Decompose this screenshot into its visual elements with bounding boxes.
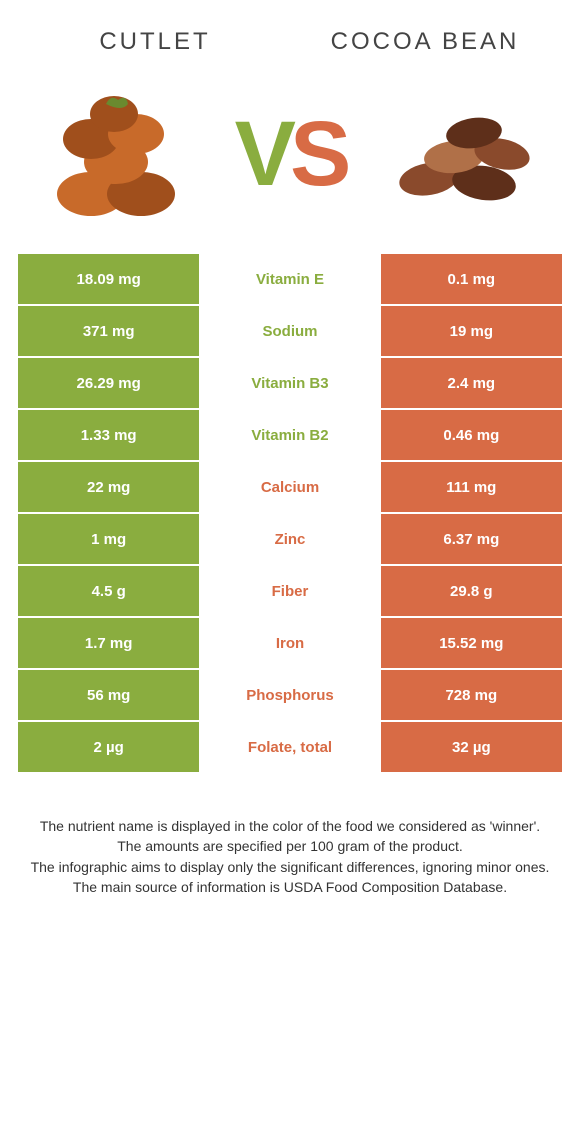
table-row: 1.33 mgVitamin B20.46 mg [18,410,562,460]
cell-right: 15.52 mg [381,618,562,668]
cell-right: 0.1 mg [381,254,562,304]
cell-label: Zinc [199,514,380,564]
table-row: 18.09 mgVitamin E0.1 mg [18,254,562,304]
cell-label: Vitamin E [199,254,380,304]
cutlet-icon [36,84,196,224]
cell-right: 2.4 mg [381,358,562,408]
cell-left: 22 mg [18,462,199,512]
cell-right: 32 µg [381,722,562,772]
cell-right: 19 mg [381,306,562,356]
cell-right: 29.8 g [381,566,562,616]
footer-line: The amounts are specified per 100 gram o… [28,836,552,856]
vs-v: V [235,102,290,207]
cell-left: 56 mg [18,670,199,720]
footer-line: The main source of information is USDA F… [28,877,552,897]
table-row: 1 mgZinc6.37 mg [18,514,562,564]
title-left: Cutlet [20,28,290,56]
cell-left: 4.5 g [18,566,199,616]
cell-left: 371 mg [18,306,199,356]
cell-label: Vitamin B3 [199,358,380,408]
cell-left: 26.29 mg [18,358,199,408]
footer-line: The nutrient name is displayed in the co… [28,816,552,836]
hero-row: VS [0,74,580,254]
cell-left: 1.7 mg [18,618,199,668]
cutlet-image [36,84,196,224]
cell-right: 0.46 mg [381,410,562,460]
cell-label: Calcium [199,462,380,512]
title-right: Cocoa bean [290,28,560,56]
table-row: 22 mgCalcium111 mg [18,462,562,512]
cell-label: Fiber [199,566,380,616]
cell-left: 1.33 mg [18,410,199,460]
table-row: 56 mgPhosphorus728 mg [18,670,562,720]
table-row: 2 µgFolate, total32 µg [18,722,562,772]
vs-s: S [290,102,345,207]
comparison-table: 18.09 mgVitamin E0.1 mg371 mgSodium19 mg… [0,254,580,772]
cell-label: Vitamin B2 [199,410,380,460]
table-row: 371 mgSodium19 mg [18,306,562,356]
cell-label: Folate, total [199,722,380,772]
cell-left: 18.09 mg [18,254,199,304]
footer-line: The infographic aims to display only the… [28,857,552,877]
cell-left: 2 µg [18,722,199,772]
cell-right: 728 mg [381,670,562,720]
cell-label: Iron [199,618,380,668]
footer-notes: The nutrient name is displayed in the co… [0,774,580,897]
table-row: 26.29 mgVitamin B32.4 mg [18,358,562,408]
cocoa-icon [384,99,544,209]
cell-right: 111 mg [381,462,562,512]
table-row: 1.7 mgIron15.52 mg [18,618,562,668]
title-row: Cutlet Cocoa bean [0,0,580,74]
vs-label: VS [235,102,346,207]
cell-label: Sodium [199,306,380,356]
cell-left: 1 mg [18,514,199,564]
cell-label: Phosphorus [199,670,380,720]
table-row: 4.5 gFiber29.8 g [18,566,562,616]
cell-right: 6.37 mg [381,514,562,564]
cocoa-image [384,84,544,224]
